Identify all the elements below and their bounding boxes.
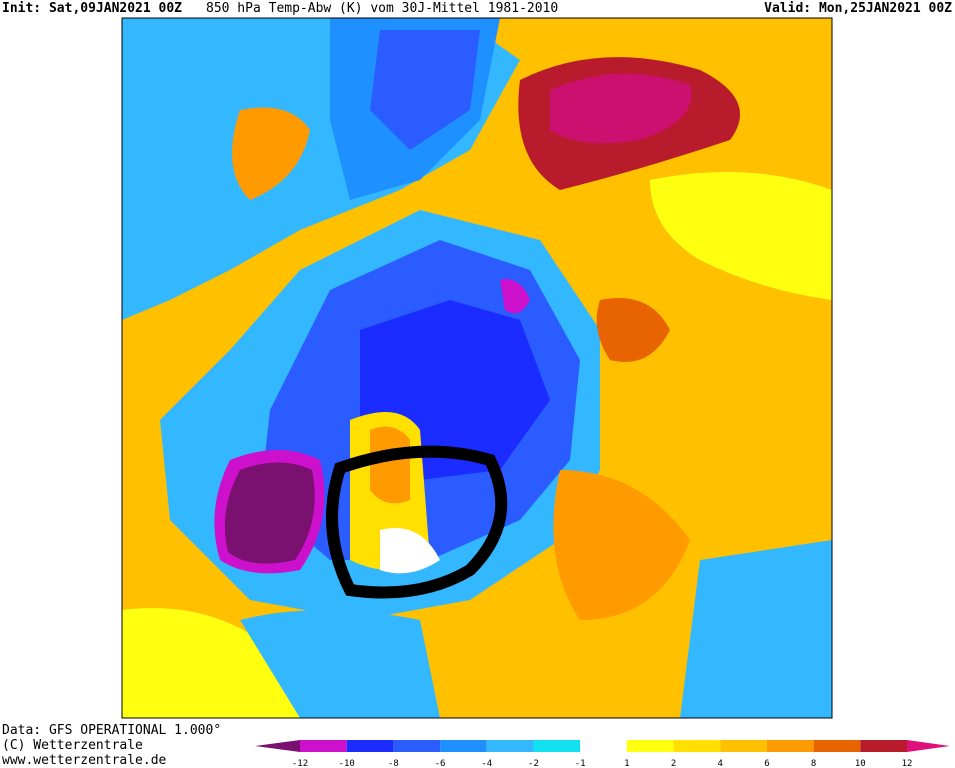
colorbar-swatch [813, 740, 861, 752]
colorbar-label: -1 [575, 759, 586, 768]
colorbar-swatch [766, 740, 814, 752]
colorbar-label: -10 [339, 759, 355, 768]
colorbar-swatch [440, 740, 487, 752]
colorbar-swatch [860, 740, 907, 752]
colorbar-label: 1 [624, 759, 629, 768]
map-frame [121, 17, 833, 719]
colorbar: -12 -10 -8 -6 -4 -2 -1 1 2 4 6 8 10 12 [255, 740, 950, 768]
colorbar-swatch [720, 740, 767, 752]
colorbar-label: 2 [671, 759, 676, 768]
colorbar-label: 8 [811, 759, 816, 768]
colorbar-swatch [346, 740, 394, 752]
valid-time: Valid: Mon,25JAN2021 00Z [764, 1, 952, 16]
colorbar-swatch [533, 740, 581, 752]
map [122, 18, 832, 718]
colorbar-label: -6 [435, 759, 446, 768]
colorbar-swatch [673, 740, 721, 752]
website: www.wetterzentrale.de [2, 753, 167, 768]
init-time: Init: Sat,09JAN2021 00Z [2, 1, 182, 16]
colorbar-label: -12 [292, 759, 308, 768]
colorbar-swatch [300, 740, 347, 752]
colorbar-label: 12 [902, 759, 913, 768]
colorbar-label: -2 [528, 759, 539, 768]
colorbar-label: 4 [718, 759, 723, 768]
colorbar-swatch [486, 740, 534, 752]
colorbar-swatch [393, 740, 441, 752]
colorbar-label: 10 [855, 759, 866, 768]
colorbar-arrow [907, 740, 950, 752]
colorbar-swatch [580, 740, 627, 752]
colorbar-label: -4 [481, 759, 492, 768]
colorbar-label: -8 [388, 759, 399, 768]
map-title: 850 hPa Temp-Abw (K) vom 30J-Mittel 1981… [206, 1, 558, 16]
colorbar-swatch [626, 740, 674, 752]
colorbar-arrow [255, 740, 300, 752]
colorbar-label: 6 [764, 759, 769, 768]
copyright: (C) Wetterzentrale [2, 738, 143, 753]
data-source: Data: GFS OPERATIONAL 1.000° [2, 723, 221, 738]
